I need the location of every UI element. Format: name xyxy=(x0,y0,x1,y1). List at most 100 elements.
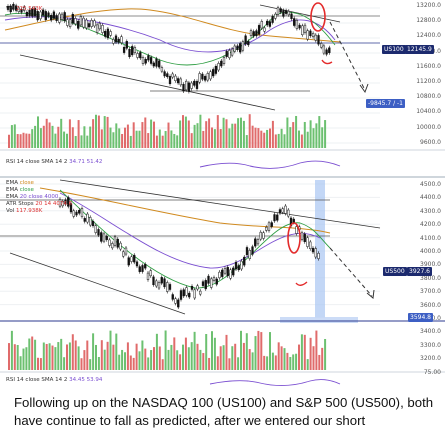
volume-bar xyxy=(324,338,327,370)
candle-body xyxy=(271,16,274,23)
candle-body xyxy=(247,41,250,46)
candle-body xyxy=(171,73,174,78)
volume-bar xyxy=(231,123,234,148)
bottom-indicator-legend: EMA close EMA close EMA 20 close 4000 AT… xyxy=(6,180,72,215)
volume-bar xyxy=(155,333,158,370)
volume-bar xyxy=(219,129,222,148)
volume-bar xyxy=(295,353,298,370)
candle-body xyxy=(91,221,95,227)
candle-body xyxy=(306,30,309,40)
candle-body xyxy=(252,31,255,37)
price-tick-label: 10800.0 xyxy=(416,93,441,101)
trend-channel-line xyxy=(59,179,381,229)
candle-body xyxy=(265,226,268,231)
volume-bar xyxy=(45,343,48,370)
candle-body xyxy=(152,62,155,67)
us100-chart[interactable]: Vol 225.543K 13200.012800.012400.012000.… xyxy=(0,0,445,172)
volume-bar xyxy=(83,350,86,370)
volume-bar xyxy=(286,117,289,148)
volume-bar xyxy=(164,131,167,148)
candle-body xyxy=(314,34,317,41)
candle-body xyxy=(23,6,26,11)
volume-bar xyxy=(167,122,170,148)
volume-bar xyxy=(124,127,126,148)
us500-chart[interactable]: EMA close EMA close EMA 20 close 4000 AT… xyxy=(0,176,445,390)
volume-bar xyxy=(48,122,51,148)
candle-body xyxy=(262,232,265,239)
volume-bar xyxy=(312,128,315,148)
volume-bar xyxy=(51,345,54,370)
volume-bar xyxy=(25,133,28,148)
volume-bar xyxy=(118,128,121,148)
volume-bar xyxy=(190,133,193,148)
volume-bar xyxy=(318,116,321,148)
candle-body xyxy=(61,201,64,207)
volume-bar xyxy=(28,338,31,370)
volume-bar xyxy=(158,129,161,148)
candle-body xyxy=(97,229,100,236)
volume-bar xyxy=(228,358,231,370)
volume-bar xyxy=(257,330,260,370)
volume-bar xyxy=(216,356,219,370)
volume-bar xyxy=(193,124,196,148)
candle-body xyxy=(79,16,83,26)
volume-bar xyxy=(80,135,83,148)
volume-bar xyxy=(8,343,10,370)
volume-bar xyxy=(263,132,266,148)
volume-bar xyxy=(115,123,118,148)
candle-body xyxy=(9,5,12,13)
top-rsi-label: RSI 14 close SMA 14 2 xyxy=(6,159,68,165)
candle-body xyxy=(290,13,293,19)
volume-bar xyxy=(158,346,161,370)
candle-body xyxy=(58,198,62,207)
candle-body xyxy=(102,233,106,242)
candle-body xyxy=(222,57,226,64)
candle-body xyxy=(69,203,73,213)
top-vol-label: Vol xyxy=(6,6,15,12)
volume-bar xyxy=(28,133,31,148)
volume-bar xyxy=(138,351,141,370)
volume-bar xyxy=(245,135,248,148)
volume-bar xyxy=(173,337,176,370)
bottom-price-tag: 3927.6 xyxy=(407,267,432,276)
candle-body xyxy=(225,51,228,57)
price-tick-label: 3400.0 xyxy=(420,328,441,336)
candle-body xyxy=(174,75,177,81)
candle-body xyxy=(104,30,107,37)
candle-body xyxy=(89,217,92,226)
candle-body xyxy=(196,285,199,290)
target-zone xyxy=(315,180,325,318)
candle-body xyxy=(226,267,229,277)
candle-body xyxy=(171,294,174,300)
volume-bar xyxy=(266,129,269,148)
candle-body xyxy=(139,52,142,59)
volume-bar xyxy=(190,342,193,370)
volume-bar xyxy=(164,330,167,370)
volume-bar xyxy=(118,354,121,370)
candle-body xyxy=(78,210,81,214)
candle-body xyxy=(282,10,285,17)
volume-bar xyxy=(45,118,48,148)
volume-bar xyxy=(19,356,22,370)
volume-bar xyxy=(100,129,103,148)
candle-body xyxy=(257,25,261,35)
volume-bar xyxy=(13,124,16,148)
projection-arrowhead xyxy=(366,289,375,299)
volume-bar xyxy=(25,347,28,370)
candle-body xyxy=(317,253,320,259)
candle-body xyxy=(95,24,99,33)
candle-body xyxy=(105,236,108,240)
volume-bar xyxy=(300,134,303,148)
volume-bar xyxy=(225,334,228,370)
candle-body xyxy=(83,218,86,222)
candle-body xyxy=(160,67,164,72)
volume-bar xyxy=(37,357,39,370)
candle-body xyxy=(279,8,282,13)
volume-bar xyxy=(303,121,306,148)
candle-body xyxy=(47,12,50,17)
candle-body xyxy=(138,266,141,272)
volume-bar xyxy=(248,349,251,370)
volume-bar xyxy=(280,128,283,148)
volume-bar xyxy=(298,344,300,370)
